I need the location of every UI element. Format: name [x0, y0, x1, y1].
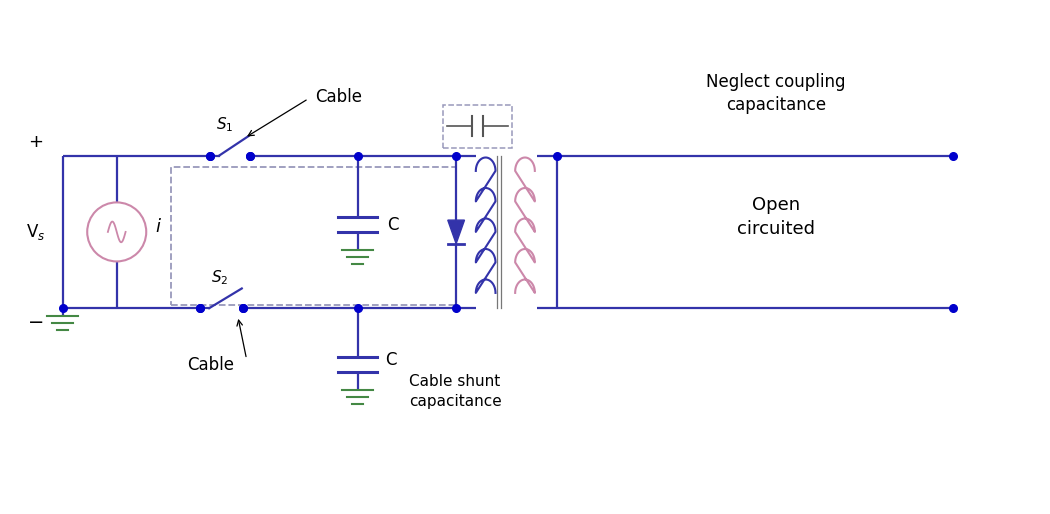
Text: V$_s$: V$_s$	[26, 222, 46, 242]
Text: Cable: Cable	[315, 88, 362, 106]
Text: +: +	[28, 133, 43, 151]
Text: C: C	[385, 351, 397, 369]
Text: $S_2$: $S_2$	[211, 268, 228, 286]
Text: Open
circuited: Open circuited	[737, 196, 815, 238]
Text: Cable: Cable	[188, 356, 234, 374]
Text: Neglect coupling
capacitance: Neglect coupling capacitance	[706, 73, 845, 114]
Text: −: −	[28, 313, 44, 332]
Text: C: C	[387, 215, 399, 233]
Bar	[171, 168, 456, 305]
Text: i: i	[155, 218, 161, 236]
Bar	[443, 104, 512, 148]
Text: Cable shunt
capacitance: Cable shunt capacitance	[408, 374, 502, 409]
Text: $S_1$: $S_1$	[216, 115, 234, 134]
Polygon shape	[447, 220, 464, 244]
